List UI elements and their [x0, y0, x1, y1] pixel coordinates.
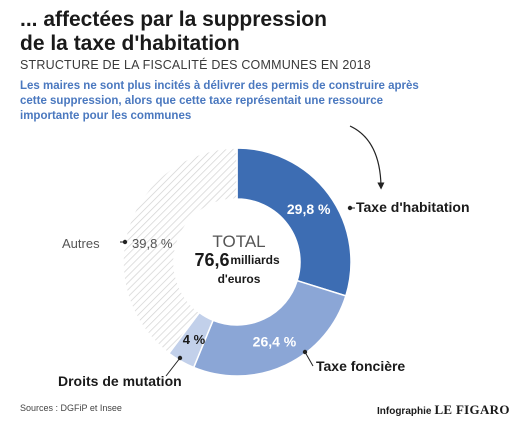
- category-label-autres: Autres: [62, 236, 100, 251]
- slice-taxe-fonciere: [192, 279, 347, 377]
- chart-subtitle: STRUCTURE DE LA FISCALITÉ DES COMMUNES E…: [20, 58, 371, 72]
- title-line-2: de la taxe d'habitation: [20, 32, 240, 55]
- slice-value-label-taxe-fonciere: 26,4 %: [253, 334, 297, 350]
- title-line-1: ... affectées par la suppression: [20, 8, 327, 31]
- slice-value-label-taxe-d-habitation: 29,8 %: [287, 201, 331, 217]
- callout-line-taxe-fonciere: [304, 351, 314, 367]
- chart-title: ... affectées par la suppression de la t…: [20, 8, 440, 56]
- credit: Infographie LE FIGARO: [377, 402, 510, 418]
- category-label-taxe-d-habitation: Taxe d'habitation: [356, 199, 470, 215]
- intro-text: Les maires ne sont plus incités à délivr…: [20, 80, 419, 122]
- category-label-droits-de-mutation: Droits de mutation: [58, 373, 182, 389]
- center-total-value: 76,6: [194, 250, 229, 270]
- callout-arrow: [349, 125, 385, 190]
- source-note: Sources : DGFiP et Insee: [20, 403, 122, 413]
- center-unit-line-2: d'euros: [218, 272, 261, 286]
- slice-taxe-d-habitation: [236, 147, 352, 297]
- center-total-label: TOTAL: [212, 232, 265, 251]
- credit-label: Infographie: [377, 406, 432, 417]
- center-unit-line-1: milliards: [230, 253, 280, 267]
- brand-logo: LE FIGARO: [434, 402, 510, 417]
- slice-value-label-droits-de-mutation: 4 %: [183, 332, 206, 347]
- slice-autres: [122, 147, 238, 355]
- slice-value-label-autres: 39,8 %: [132, 236, 173, 251]
- callout-line-droits-de-mutation: [165, 357, 181, 377]
- category-label-taxe-fonciere: Taxe foncière: [316, 358, 405, 374]
